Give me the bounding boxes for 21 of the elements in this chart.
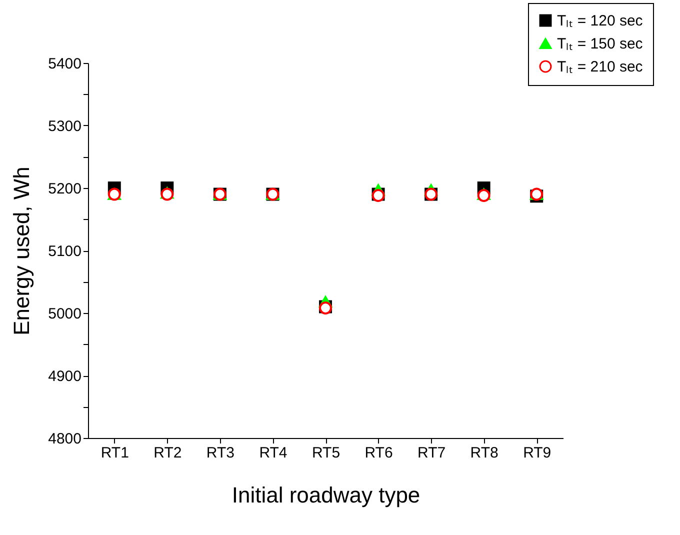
y-tick-label: 5200 xyxy=(48,180,82,198)
x-tick-label: RT5 xyxy=(312,444,340,462)
y-tick-label: 4900 xyxy=(48,368,82,385)
y-tick-label: 5000 xyxy=(48,306,82,322)
x-tick-label: RT3 xyxy=(206,444,234,462)
x-tick-label: RT9 xyxy=(523,444,552,462)
y-tick-label: 4800 xyxy=(48,430,82,448)
legend-label: Tₗₜ = 150 sec xyxy=(557,36,644,52)
x-tick-label: RT1 xyxy=(100,444,129,462)
x-tick-label: RT7 xyxy=(418,444,446,462)
y-tick-label: 5100 xyxy=(48,243,82,260)
x-axis-title: Initial roadway type xyxy=(232,482,420,508)
y-tick-label: 5400 xyxy=(48,56,82,72)
y-tick-label: 5300 xyxy=(48,118,82,135)
x-tick-label: RT6 xyxy=(364,444,393,462)
legend-label: Tₗₜ = 120 sec xyxy=(557,12,644,30)
x-tick-label: RT2 xyxy=(154,444,182,462)
y-axis-title: Energy used, Wh xyxy=(9,166,34,336)
x-tick-label: RT4 xyxy=(259,444,288,462)
x-tick-label: RT8 xyxy=(470,444,498,462)
legend-label: Tₗₜ = 210 sec xyxy=(557,58,644,76)
